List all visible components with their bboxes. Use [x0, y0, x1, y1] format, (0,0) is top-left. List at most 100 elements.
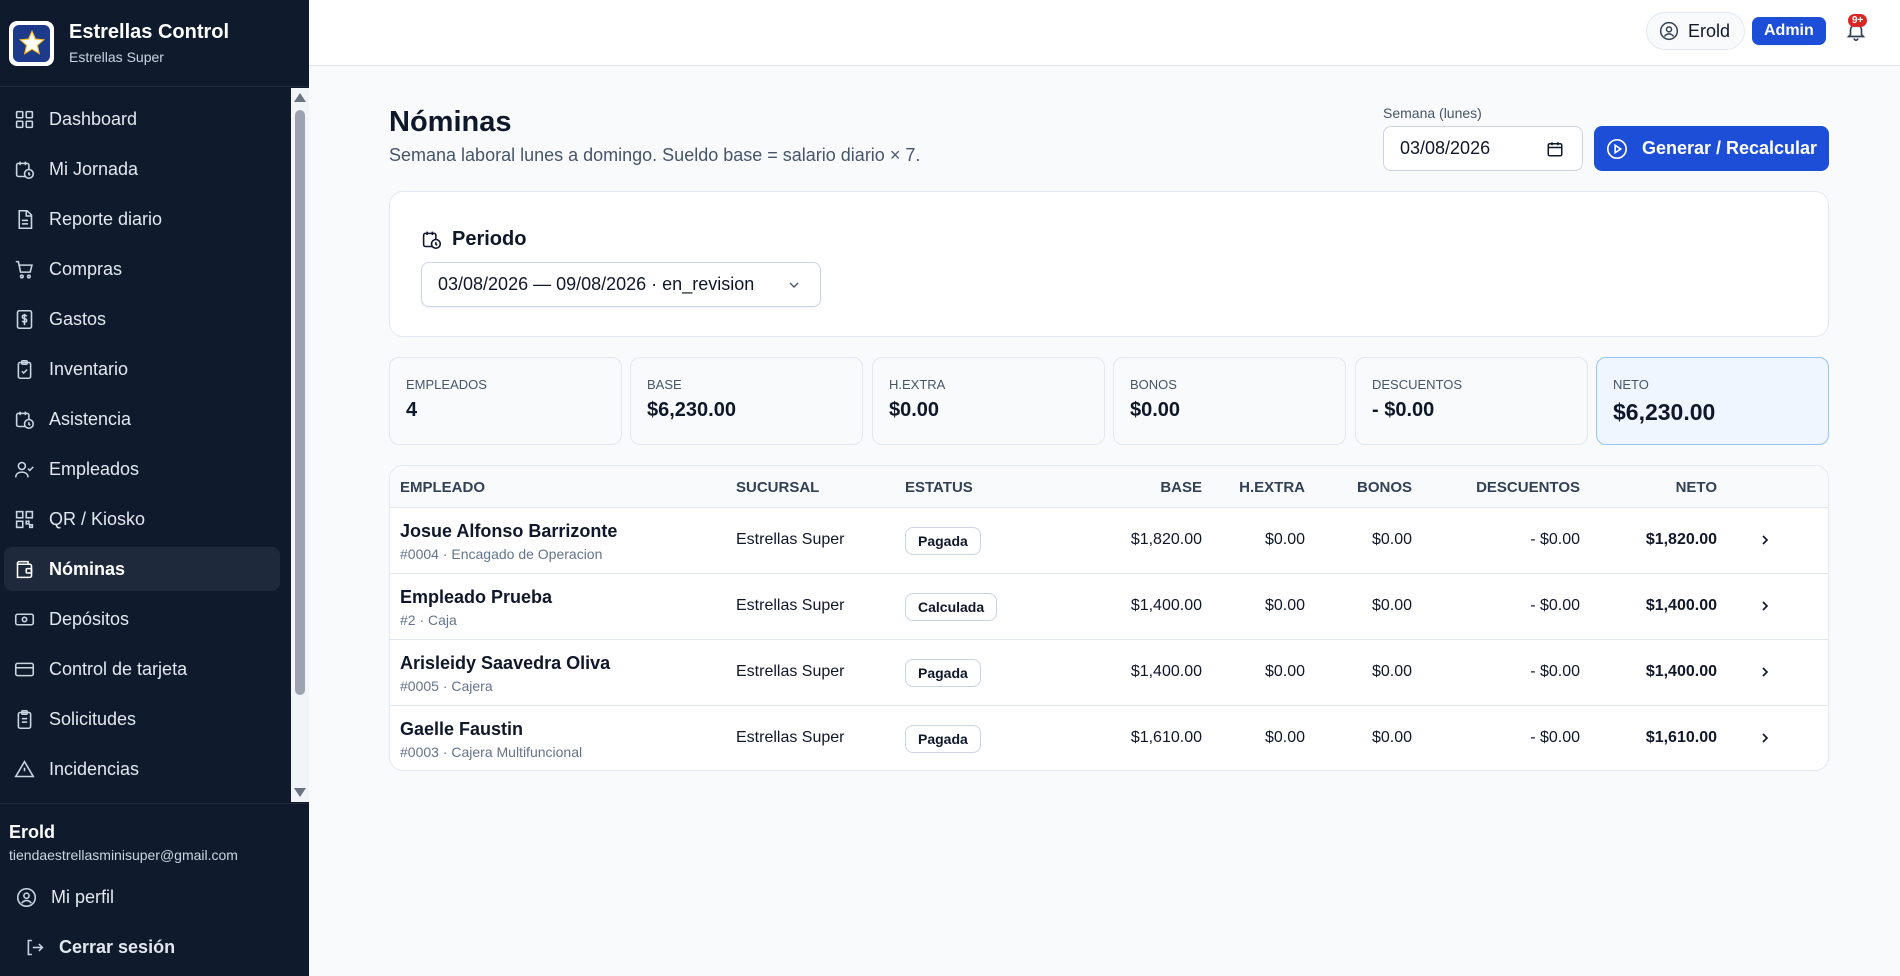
user-panel: Erold tiendaestrellasminisuper@gmail.com… [0, 803, 309, 976]
employee-name: Josue Alfonso Barrizonte [400, 521, 618, 541]
sidebar-item-incidencias[interactable]: Incidencias [4, 747, 280, 791]
brand-title: Estrellas Control [69, 21, 230, 43]
extra-cell: $0.00 [1264, 729, 1305, 746]
scroll-down-arrow[interactable] [294, 788, 306, 797]
generate-label: Generar / Recalcular [1641, 138, 1818, 158]
stat-value: $0.00 [889, 399, 940, 421]
qr-icon [15, 510, 34, 528]
sidebar-item-control-tarjeta[interactable]: Control de tarjeta [4, 647, 280, 691]
document-icon [18, 209, 33, 229]
stat-value: $6,230.00 [647, 399, 736, 421]
net-cell: $1,400.00 [1645, 597, 1717, 614]
column-header: SUCURSAL [736, 479, 820, 496]
page-subtitle: Semana laboral lunes a domingo. Sueldo b… [389, 145, 921, 165]
sidebar-item-label: Dashboard [49, 108, 138, 129]
chevron-right-icon[interactable] [1757, 730, 1773, 746]
page-title: Nóminas [389, 106, 512, 138]
status-badge: Pagada [905, 659, 981, 687]
extra-cell: $0.00 [1264, 531, 1305, 548]
stat-neto: NETO $6,230.00 [1596, 357, 1829, 445]
scroll-thumb[interactable] [295, 110, 305, 695]
sidebar-item-solicitudes[interactable]: Solicitudes [4, 697, 280, 741]
chevron-right-icon[interactable] [1757, 532, 1773, 548]
stat-value: - $0.00 [1372, 399, 1435, 421]
week-date-input[interactable]: 03/08/2026 [1383, 126, 1583, 171]
sidebar-item-qr-kiosko[interactable]: QR / Kiosko [4, 497, 280, 541]
base-cell: $1,610.00 [1130, 729, 1202, 746]
employee-meta: #0004 · Encagado de Operacion [400, 546, 603, 562]
bonus-cell: $0.00 [1371, 663, 1412, 680]
sidebar-item-label: Inventario [49, 358, 129, 379]
table-row[interactable]: Gaelle Faustin #0003 · Cajera Multifunci… [390, 706, 1828, 770]
net-cell: $1,820.00 [1645, 531, 1717, 548]
sidebar-item-label: Gastos [49, 308, 107, 329]
user-menu-button[interactable]: Erold [1646, 12, 1746, 50]
stat-label: BASE [647, 377, 682, 392]
star-logo-icon [18, 29, 45, 55]
extra-cell: $0.00 [1264, 663, 1305, 680]
stat-base: BASE $6,230.00 [630, 357, 863, 445]
branch-cell: Estrellas Super [736, 597, 845, 614]
employee-meta: #0005 · Cajera [400, 678, 493, 694]
stat-label: EMPLEADOS [406, 377, 487, 392]
sidebar-item-label: Solicitudes [49, 708, 137, 729]
sidebar-item-asistencia[interactable]: Asistencia [4, 397, 280, 441]
table-row[interactable]: Empleado Prueba #2 · Caja Estrellas Supe… [390, 574, 1828, 640]
sidebar-item-reporte-diario[interactable]: Reporte diario [4, 197, 280, 241]
period-select[interactable]: 03/08/2026 — 09/08/2026 · en_revision [421, 262, 821, 307]
base-cell: $1,400.00 [1130, 663, 1202, 680]
status-badge: Pagada [905, 725, 981, 753]
table-row[interactable]: Josue Alfonso Barrizonte #0004 · Encagad… [390, 508, 1828, 574]
sidebar-item-empleados[interactable]: Empleados [4, 447, 280, 491]
bonus-cell: $0.00 [1371, 729, 1412, 746]
discount-cell: - $0.00 [1530, 663, 1580, 680]
employee-meta: #0003 · Cajera Multifuncional [400, 744, 583, 760]
stat-label: NETO [1613, 377, 1649, 392]
generate-recalculate-button[interactable]: Generar / Recalcular [1594, 126, 1829, 171]
sidebar-item-label: Mi Jornada [49, 158, 139, 179]
sidebar-item-nominas[interactable]: Nóminas [4, 547, 280, 591]
profile-link[interactable]: Mi perfil [16, 887, 114, 908]
employee-meta: #2 · Caja [400, 612, 457, 628]
discount-cell: - $0.00 [1530, 531, 1580, 548]
bonus-cell: $0.00 [1371, 531, 1412, 548]
clock-calendar-icon [422, 231, 442, 250]
dollar-receipt-icon [16, 309, 33, 329]
discount-cell: - $0.00 [1530, 597, 1580, 614]
sidebar-item-label: Control de tarjeta [49, 658, 188, 679]
sidebar-item-gastos[interactable]: Gastos [4, 297, 280, 341]
logout-button[interactable]: Cerrar sesión [24, 937, 175, 958]
scroll-up-arrow[interactable] [294, 93, 306, 102]
net-cell: $1,400.00 [1645, 663, 1717, 680]
sidebar-item-label: Compras [49, 258, 123, 279]
clipboard-list-icon [17, 709, 32, 729]
table-row[interactable]: Arisleidy Saavedra Oliva #0005 · Cajera … [390, 640, 1828, 706]
card-icon [14, 662, 35, 676]
logo [9, 20, 54, 66]
chevron-right-icon[interactable] [1757, 598, 1773, 614]
users-icon [14, 461, 34, 477]
sidebar-item-dashboard[interactable]: Dashboard [4, 97, 280, 141]
sidebar-item-label: Asistencia [49, 408, 132, 429]
status-badge: Pagada [905, 527, 981, 555]
sidebar-item-depositos[interactable]: Depósitos [4, 597, 280, 641]
topbar [309, 0, 1900, 66]
sidebar-item-label: Depósitos [49, 608, 130, 629]
logout-label: Cerrar sesión [59, 937, 176, 957]
chevron-right-icon[interactable] [1757, 664, 1773, 680]
sidebar-item-mi-jornada[interactable]: Mi Jornada [4, 147, 280, 191]
sidebar-scrollbar[interactable] [291, 88, 309, 802]
period-label: Periodo [452, 228, 527, 250]
column-header: EMPLEADO [400, 479, 486, 496]
brand-subtitle: Estrellas Super [69, 49, 164, 65]
cart-icon [15, 260, 33, 279]
sidebar-item-inventario[interactable]: Inventario [4, 347, 280, 391]
calendar-icon[interactable] [1546, 140, 1564, 158]
column-header: BASE [1160, 479, 1202, 496]
sidebar-item-compras[interactable]: Compras [4, 247, 280, 291]
summary-stats: EMPLEADOS 4 BASE $6,230.00 H.EXTRA $0.00… [389, 357, 1829, 445]
stat-value: 4 [406, 399, 418, 421]
base-cell: $1,400.00 [1130, 597, 1202, 614]
sidebar-item-label: Empleados [49, 458, 140, 479]
profile-label: Mi perfil [51, 887, 115, 907]
